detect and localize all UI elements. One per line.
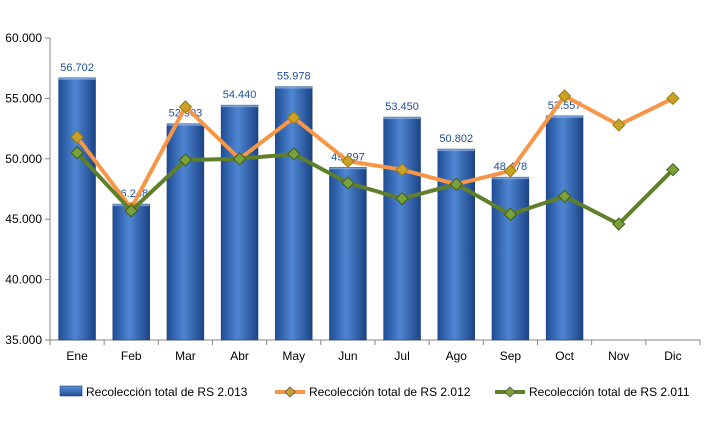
bar-2013 — [545, 115, 584, 341]
bar-2013 — [491, 176, 530, 341]
line-2011-marker — [70, 146, 84, 160]
legend-label-2013: Recolección total de RS 2.013 — [86, 385, 248, 399]
x-tick-label: Ago — [446, 349, 468, 363]
legend-label-2011: Recolección total de RS 2.011 — [529, 385, 690, 399]
line-2011-marker — [232, 152, 247, 166]
y-tick-label: 50.000 — [5, 152, 42, 166]
line-2012 — [75, 93, 674, 211]
line-2011-marker — [449, 177, 463, 191]
bar-2013-highlight — [275, 86, 313, 89]
bar-2013-highlight — [329, 167, 367, 170]
x-tick-label: May — [282, 349, 305, 363]
bar-2013 — [112, 203, 150, 341]
bar-2013-highlight — [383, 117, 421, 120]
bar-2013 — [58, 77, 96, 341]
x-tick-label: Abr — [230, 349, 249, 363]
legend-label-2012: Recolección total de RS 2.012 — [309, 385, 471, 399]
line-2011-marker — [612, 217, 626, 231]
line-2012-marker — [666, 91, 680, 106]
y-tick-label: 55.000 — [5, 91, 42, 105]
x-tick-label: Sep — [500, 349, 522, 363]
line-2011-marker — [395, 191, 409, 206]
bar-value-label: 50.802 — [439, 133, 473, 145]
legend-bar-swatch — [59, 385, 83, 397]
x-tick-label: Dic — [664, 349, 681, 363]
line-2012-marker — [341, 154, 355, 168]
x-tick-label: Oct — [555, 349, 574, 363]
y-tick-label: 45.000 — [5, 212, 42, 226]
x-tick-label: Ene — [66, 349, 88, 363]
line-2012-marker — [612, 118, 626, 132]
line-2011-marker — [557, 189, 572, 203]
line-2012-marker — [557, 89, 572, 103]
line-2011-marker — [666, 162, 680, 177]
bar-2013 — [220, 104, 259, 341]
line-2012-marker — [503, 164, 518, 178]
x-tick-label: Nov — [608, 349, 629, 363]
bar-value-label: 54.440 — [223, 89, 257, 101]
line-2012-marker — [395, 162, 409, 177]
bar-2013-highlight — [167, 123, 204, 126]
line-2012-marker — [287, 111, 301, 125]
bar-2013-highlight — [492, 177, 529, 180]
line-2011 — [75, 151, 675, 227]
x-ticks: Ene Feb Mar Abr May Jun Jul Ago Sep Oct Nov Dic — [49, 340, 701, 363]
lines — [70, 89, 680, 231]
legend-2011-swatch-marker — [504, 386, 516, 398]
bar-2013-highlight — [221, 105, 258, 108]
line-2011-marker — [287, 147, 301, 161]
x-tick-label: Jun — [338, 349, 357, 363]
legend-2012-swatch-marker — [284, 386, 296, 398]
y-ticks: 35.000 40.000 45.000 50.000 55.000 60.000 — [5, 31, 50, 347]
line-2011-marker — [178, 153, 193, 167]
bar-2013-highlight — [546, 115, 583, 118]
line-2011-marker — [124, 204, 138, 218]
bar-value-label: 55.978 — [277, 71, 311, 83]
line-2012-marker — [178, 100, 193, 114]
bar-value-label: 53.450 — [385, 101, 419, 113]
x-tick-label: Jul — [394, 349, 409, 363]
x-tick-label: Mar — [175, 349, 196, 363]
bar-2013-highlight — [58, 77, 96, 80]
bar-2013 — [329, 166, 367, 341]
bar-2013-highlight — [437, 149, 475, 152]
bar-value-label: 56.702 — [60, 62, 94, 74]
y-tick-label: 35.000 — [5, 333, 42, 347]
line-2012-marker — [70, 130, 84, 144]
y-tick-label: 40.000 — [5, 273, 42, 287]
bar-2013 — [383, 116, 421, 341]
legend: Recolección total de RS 2.013 Recolección… — [59, 385, 690, 399]
line-2011-marker — [503, 207, 518, 222]
y-tick-label: 60.000 — [5, 31, 42, 45]
line-2011-marker — [341, 176, 355, 190]
bar-2013 — [275, 86, 313, 341]
x-tick-label: Feb — [121, 349, 142, 363]
